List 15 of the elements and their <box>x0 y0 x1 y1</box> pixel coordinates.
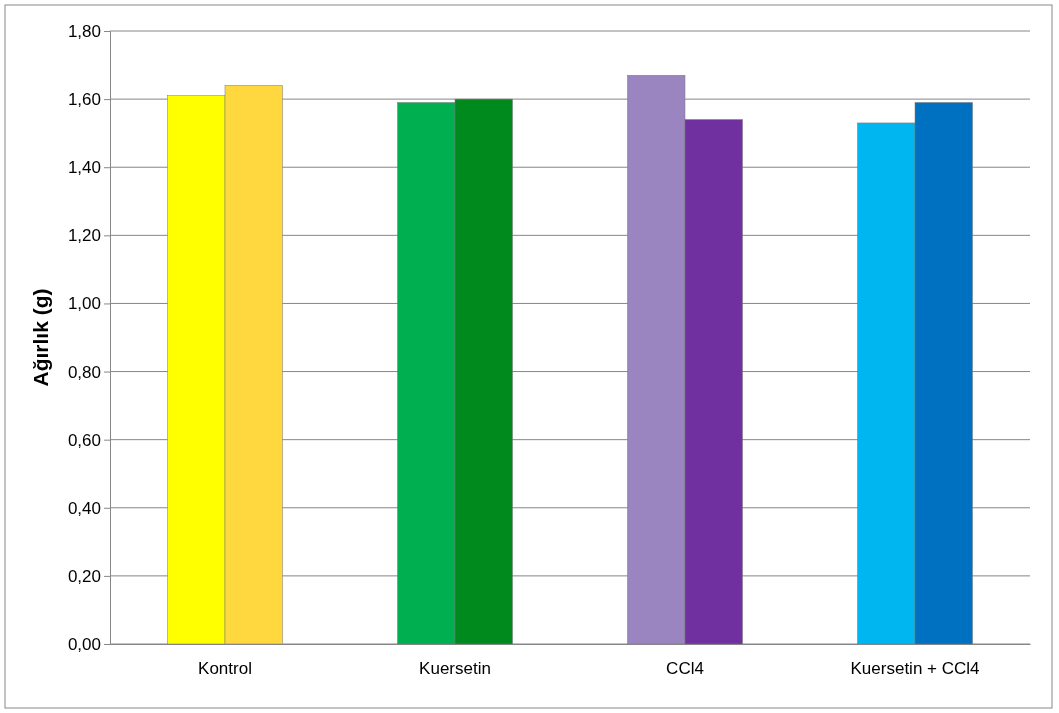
x-tick-label: Kontrol <box>198 659 252 679</box>
y-tick-label: 0,40 <box>67 498 101 518</box>
y-tick-label: 1,00 <box>67 294 101 314</box>
y-tick-label: 0,20 <box>67 566 101 586</box>
x-tick-label: CCl4 <box>666 659 704 679</box>
y-tick-label: 1,40 <box>67 158 101 178</box>
y-axis-title: Ağırlık (g) <box>29 288 52 387</box>
y-tick-label: 1,80 <box>67 21 101 41</box>
x-tick-label: Kuersetin <box>419 659 491 679</box>
y-tick-label: 0,80 <box>67 362 101 382</box>
y-tick-label: 0,60 <box>67 430 101 450</box>
x-tick-label: Kuersetin + CCl4 <box>850 659 980 679</box>
y-tick-label: 0,00 <box>67 634 101 654</box>
y-tick-label: 1,60 <box>67 90 101 110</box>
y-tick-label: 1,20 <box>67 226 101 246</box>
